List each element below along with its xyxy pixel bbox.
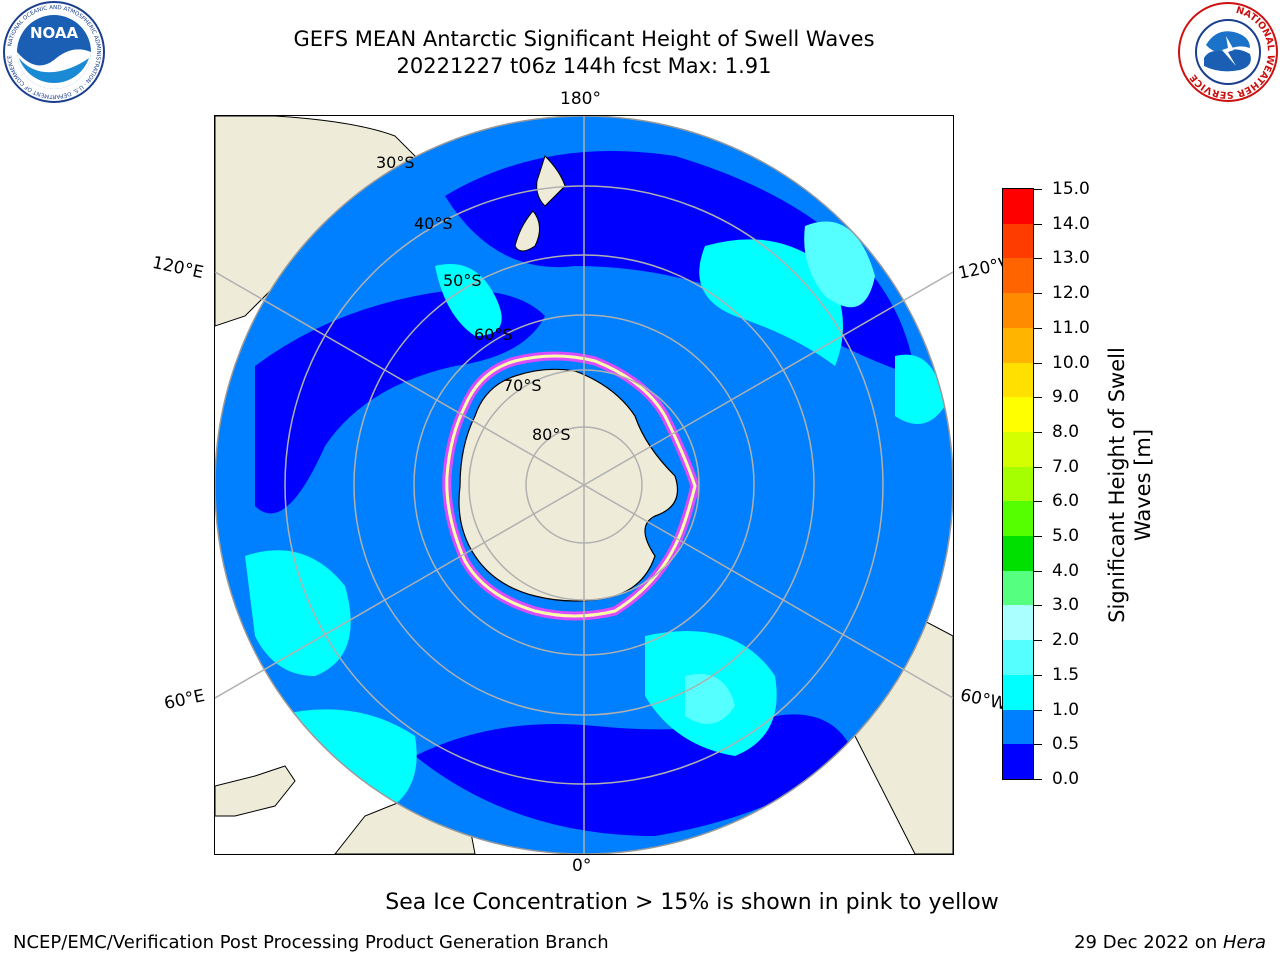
lat-label-50: 50°S <box>443 271 482 290</box>
colorbar-title: Significant Height of Swell Waves [m] <box>1104 275 1156 695</box>
colorbar-tick-label: 12.0 <box>1052 283 1090 304</box>
colorbar-segment <box>1003 674 1033 710</box>
colorbar-segment <box>1003 327 1033 363</box>
colorbar-tick <box>1034 501 1042 503</box>
colorbar-tick-label: 14.0 <box>1052 213 1090 234</box>
new-zealand <box>536 155 566 207</box>
colorbar-tick <box>1034 362 1042 364</box>
colorbar-tick-label: 1.5 <box>1052 664 1080 685</box>
colorbar-tick-label: 13.0 <box>1052 248 1090 269</box>
colorbar-segment <box>1003 189 1033 224</box>
lat-label-30: 30°S <box>376 153 415 172</box>
map-frame <box>214 115 954 855</box>
colorbar-tick-label: 11.0 <box>1052 317 1090 338</box>
colorbar-tick <box>1034 466 1042 468</box>
colorbar-tick <box>1034 640 1042 642</box>
antarctic-map <box>215 116 953 854</box>
chart-title: GEFS MEAN Antarctic Significant Height o… <box>293 27 875 51</box>
colorbar-tick <box>1034 431 1042 433</box>
lat-label-70: 70°S <box>503 376 542 395</box>
sea-ice-inner <box>445 354 697 618</box>
graticule <box>215 116 953 854</box>
colorbar-title-line1: Significant Height of Swell <box>1105 347 1129 623</box>
colorbar-tick-label: 0.5 <box>1052 734 1080 755</box>
colorbar-segment <box>1003 397 1033 432</box>
colorbar-segment <box>1003 293 1033 328</box>
footer-date-text: 29 Dec 2022 on <box>1074 932 1223 953</box>
colorbar-tick <box>1034 258 1042 260</box>
colorbar-segment <box>1003 223 1033 259</box>
lat-label-80: 80°S <box>532 425 571 444</box>
colorbar-segment <box>1003 640 1033 675</box>
colorbar-segment <box>1003 605 1033 641</box>
colorbar-title-line2: Waves [m] <box>1131 428 1155 542</box>
colorbar-segment <box>1003 709 1033 745</box>
colorbar-tick-label: 9.0 <box>1052 387 1080 408</box>
colorbar-segment <box>1003 744 1033 779</box>
lat-label-40: 40°S <box>414 214 453 233</box>
lon-label-left-upper: 120°E <box>150 252 206 284</box>
footer-host: Hera <box>1222 932 1266 953</box>
sea-ice-note: Sea Ice Concentration > 15% is shown in … <box>385 890 999 915</box>
colorbar-tick <box>1034 674 1042 676</box>
colorbar-tick-label: 4.0 <box>1052 560 1080 581</box>
colorbar-tick-label: 3.0 <box>1052 595 1080 616</box>
noaa-logo: NOAA NATIONAL OCEANIC AND ATMOSPHERIC AD… <box>3 1 105 103</box>
nws-logo: NATIONAL WEATHER SERVICE <box>1178 2 1278 102</box>
colorbar-tick <box>1034 779 1042 780</box>
colorbar-tick <box>1034 570 1042 572</box>
colorbar-segment <box>1003 466 1033 502</box>
colorbar-tick-label: 7.0 <box>1052 456 1080 477</box>
colorbar-tick <box>1034 293 1042 295</box>
colorbar-segment <box>1003 570 1033 606</box>
colorbar-segment <box>1003 431 1033 467</box>
colorbar-segment <box>1003 362 1033 398</box>
lon-label-bottom: 0° <box>572 856 592 876</box>
lon-label-left-lower: 60°E <box>162 685 207 715</box>
colorbar-tick <box>1034 536 1042 538</box>
colorbar-tick-label: 0.0 <box>1052 769 1080 789</box>
colorbar-tick <box>1034 605 1042 607</box>
colorbar-tick <box>1034 397 1042 399</box>
colorbar-segment <box>1003 258 1033 294</box>
colorbar-tick <box>1034 744 1042 746</box>
colorbar-segment <box>1003 536 1033 571</box>
footer-credit: NCEP/EMC/Verification Post Processing Pr… <box>13 932 609 953</box>
colorbar-tick-label: 8.0 <box>1052 421 1080 442</box>
lon-label-top: 180° <box>560 89 601 109</box>
colorbar-tick <box>1034 709 1042 711</box>
colorbar-tick-label: 10.0 <box>1052 352 1090 373</box>
lon-label-right-lower: 60°W <box>958 685 1009 715</box>
chart-subtitle: 20221227 t06z 144h fcst Max: 1.91 <box>396 54 772 78</box>
colorbar-segment <box>1003 501 1033 537</box>
colorbar-tick-label: 1.0 <box>1052 699 1080 720</box>
colorbar-tick-label: 15.0 <box>1052 179 1090 199</box>
colorbar <box>1002 188 1034 780</box>
noaa-logo-text: NOAA <box>30 24 79 42</box>
colorbar-tick-label: 6.0 <box>1052 491 1080 512</box>
colorbar-tick-label: 2.0 <box>1052 630 1080 651</box>
colorbar-tick-label: 5.0 <box>1052 526 1080 547</box>
lat-label-60: 60°S <box>474 325 513 344</box>
colorbar-tick <box>1034 223 1042 225</box>
footer-date: 29 Dec 2022 on Hera <box>1074 932 1266 953</box>
colorbar-tick <box>1034 189 1042 190</box>
colorbar-tick <box>1034 327 1042 329</box>
